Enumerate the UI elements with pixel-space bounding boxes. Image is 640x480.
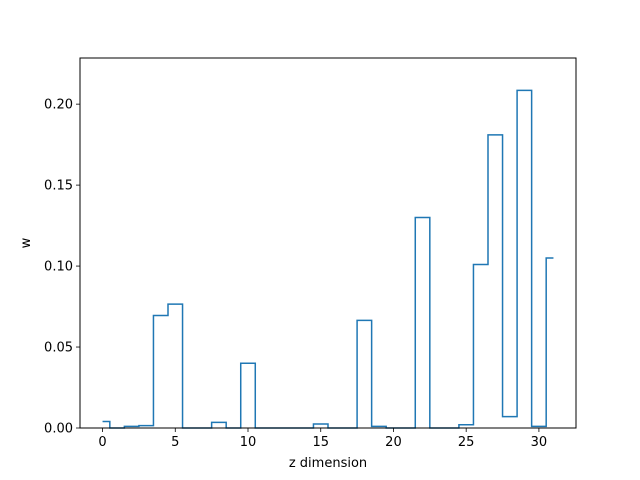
y-tick-label: 0.10 [44, 260, 73, 275]
x-tick-label: 20 [385, 435, 402, 450]
x-axis-ticks: 0 5 10 15 20 25 30 [98, 428, 547, 450]
y-tick-label: 0.20 [44, 98, 73, 113]
y-tick-label: 0.00 [44, 422, 73, 437]
x-tick-label: 25 [458, 435, 475, 450]
x-tick-label: 10 [240, 435, 257, 450]
x-tick-label: 30 [531, 435, 548, 450]
y-tick-label: 0.05 [44, 341, 73, 356]
y-tick-label: 0.15 [44, 179, 73, 194]
y-axis-ticks: 0.00 0.05 0.10 0.15 0.20 [44, 98, 80, 437]
x-tick-label: 15 [312, 435, 329, 450]
x-axis-label: z dimension [289, 456, 367, 471]
y-axis-label: w [19, 237, 34, 248]
x-tick-label: 5 [171, 435, 179, 450]
x-tick-label: 0 [98, 435, 106, 450]
axes-frame [79, 57, 577, 429]
